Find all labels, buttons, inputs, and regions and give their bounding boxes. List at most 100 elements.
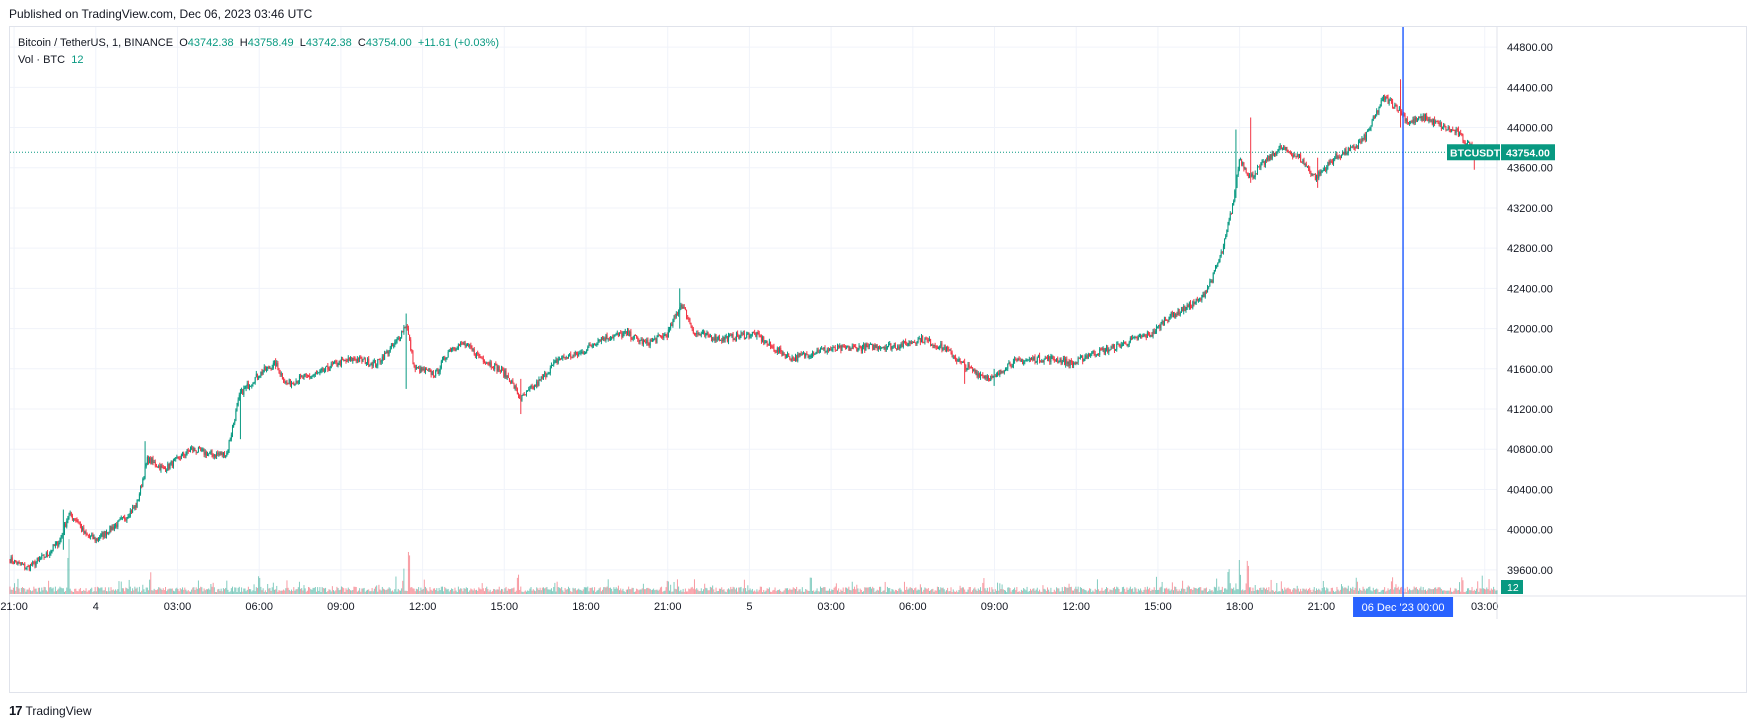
volume-bar [250,589,252,594]
candle-body [757,332,759,334]
candle-body [990,375,992,381]
candle-body [968,364,970,368]
symbol-description[interactable]: Bitcoin / TetherUS, 1, BINANCE [18,37,174,49]
volume-label[interactable]: Vol · BTC [18,54,66,66]
volume-bar [78,589,80,594]
candle-body [337,364,339,366]
candle-body [1044,357,1046,360]
candle-body [83,527,85,533]
candle-body [675,313,677,317]
volume-bar [410,587,412,594]
volume-bar [951,591,953,594]
volume-bar [741,591,743,594]
volume-bar [513,587,515,594]
candle-body [437,369,439,374]
candle-body [493,368,495,370]
volume-bar [527,590,529,594]
candle-body [1306,166,1308,168]
volume-bar [305,591,307,594]
candle-body [346,360,348,362]
volume-bar [1037,591,1039,594]
volume-bar [109,591,111,594]
candle-body [681,304,683,309]
volume-bar [638,590,640,594]
volume-bar [524,590,526,594]
candle-body [1015,359,1017,361]
volume-bar [1085,590,1087,594]
volume-bar [115,589,117,594]
volume-bar [1008,587,1010,594]
volume-bar [784,588,786,594]
candle-body [33,561,35,563]
candle-body [596,343,598,345]
volume-bar [711,587,713,594]
volume-bar [413,588,415,594]
volume-bar [972,590,974,594]
volume-bar [616,588,618,594]
candle-body [1116,344,1118,350]
candle-body [145,463,147,467]
volume-bar [245,591,247,594]
volume-bar [1343,588,1345,594]
candle-body [317,373,319,375]
candle-body [48,555,50,557]
candle-body [1246,172,1248,175]
candle-body [1093,350,1095,354]
candle-body [365,362,367,364]
volume-bar [1141,590,1143,594]
volume-bar [952,589,954,594]
candle-body [1096,353,1098,355]
volume-bar [387,588,389,594]
volume-bar [218,588,220,594]
candle-body [364,358,366,364]
volume-bar [832,589,834,594]
chart-frame[interactable] [9,26,1747,693]
candle-body [666,334,668,338]
volume-bar [579,589,581,594]
volume-bar [1172,590,1174,594]
volume-bar [1249,587,1251,594]
candle-body [1356,145,1358,147]
candle-body [49,552,51,556]
candle-body [693,333,695,335]
candle-body [1011,366,1013,368]
candle-body [247,383,249,389]
volume-bar [188,591,190,594]
volume-bar [760,586,762,594]
volume-bar [571,591,573,594]
candle-body [756,332,758,337]
candle-body [1110,346,1112,351]
volume-bar [381,586,383,594]
volume-bar [523,591,525,594]
candle-body [318,372,320,374]
last-price-tag [1501,144,1555,161]
volume-bar [973,588,975,594]
volume-bar [488,591,490,594]
tradingview-footer[interactable]: 17 TradingView [9,703,92,718]
volume-bar [319,587,321,594]
volume-bar [34,588,36,594]
candle-body [1171,312,1173,315]
candle-body [287,383,289,385]
volume-bar [1323,587,1325,594]
candle-body [110,525,112,531]
candle-body [849,348,851,351]
candle-body [953,356,955,358]
candle-body [574,351,576,355]
volume-bar [272,582,274,594]
volume-bar [1477,581,1479,594]
candle-body [1144,334,1146,336]
candle-body [773,346,775,352]
volume-bar [407,551,409,594]
volume-bar [1468,588,1470,594]
volume-bar [107,591,109,594]
candle-body [942,347,944,350]
volume-bar [1046,587,1048,594]
candle-body [1155,326,1157,332]
candle-body [1298,154,1300,157]
volume-bar [1474,590,1476,594]
candle-body [1323,168,1325,171]
volume-bar [440,586,442,594]
volume-bar [170,588,172,594]
